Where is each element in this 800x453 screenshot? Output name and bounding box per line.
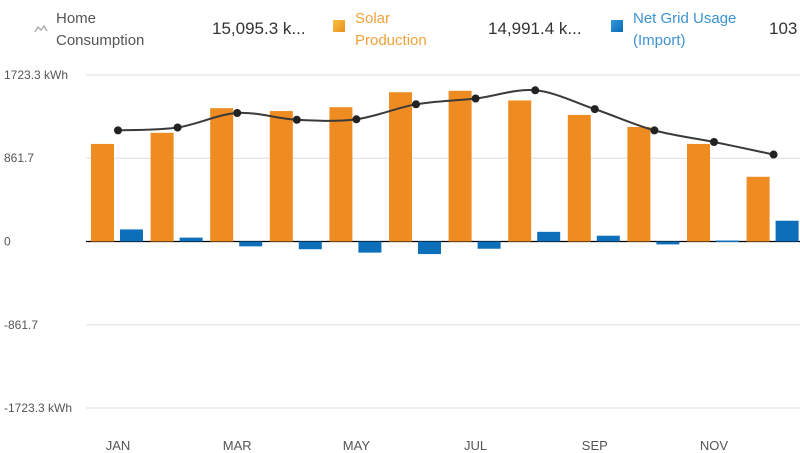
point-home-consumption	[233, 108, 242, 117]
bar-solar-production	[448, 90, 472, 242]
grid-swatch-icon	[611, 20, 623, 32]
bar-solar-production	[329, 107, 353, 242]
x-tick-label: SEP	[582, 438, 608, 453]
x-tick-label: MAY	[343, 438, 371, 453]
legend-label-solar-production: Solar Production	[355, 10, 427, 49]
bar-net-grid-usage	[775, 220, 799, 242]
bar-net-grid-usage	[239, 241, 263, 247]
y-tick-label: 1723.3 kWh	[4, 68, 68, 82]
point-home-consumption	[412, 100, 420, 109]
bar-net-grid-usage	[120, 229, 143, 242]
x-tick-label: NOV	[700, 438, 729, 453]
bar-solar-production	[269, 111, 293, 242]
bar-solar-production	[627, 127, 651, 242]
x-tick-label: JAN	[106, 438, 131, 453]
bar-net-grid-usage	[358, 241, 382, 253]
bar-net-grid-usage	[596, 235, 620, 242]
y-tick-label: -1723.3 kWh	[4, 401, 72, 415]
bar-solar-production	[508, 100, 532, 242]
legend-value-solar-production: 14,991.4 k...	[488, 19, 582, 38]
legend-item-home-consumption[interactable]: Home Consumption	[34, 8, 196, 52]
x-tick-label: MAR	[223, 438, 252, 453]
bar-solar-production	[91, 143, 114, 242]
solar-swatch-icon	[333, 20, 345, 32]
bar-solar-production	[746, 176, 770, 242]
y-tick-label: 0	[4, 235, 11, 249]
y-tick-label: 861.7	[4, 151, 34, 165]
x-tick-label: JUL	[464, 438, 487, 453]
bar-solar-production	[567, 114, 591, 242]
line-home-consumption	[117, 89, 774, 156]
bar-net-grid-usage	[179, 237, 203, 242]
bar-net-grid-usage	[477, 241, 501, 249]
bar-net-grid-usage	[716, 240, 739, 243]
point-home-consumption	[471, 94, 480, 103]
bar-solar-production	[389, 92, 412, 242]
line-series-icon	[34, 24, 48, 34]
bar-net-grid-usage	[298, 241, 322, 250]
point-home-consumption	[650, 126, 659, 135]
legend-item-solar-production[interactable]: Solar Production	[333, 8, 495, 52]
bar-solar-production	[210, 108, 234, 242]
point-home-consumption	[769, 150, 778, 159]
point-home-consumption	[710, 137, 718, 146]
legend-label-net-grid-usage: Net Grid Usage (Import)	[633, 10, 737, 49]
point-home-consumption	[590, 105, 599, 114]
legend-item-net-grid-usage[interactable]: Net Grid Usage (Import)	[611, 8, 773, 52]
y-tick-label: -861.7	[4, 318, 38, 332]
point-home-consumption	[531, 86, 540, 95]
bar-net-grid-usage	[537, 231, 561, 242]
point-home-consumption	[173, 123, 182, 132]
legend-value-home-consumption: 15,095.3 k...	[212, 19, 306, 38]
legend-label-home-consumption: Home Consumption	[56, 10, 145, 49]
bar-solar-production	[150, 132, 174, 242]
point-home-consumption	[114, 126, 122, 135]
legend: Home Consumption 15,095.3 k... Solar Pro…	[0, 0, 800, 60]
bar-solar-production	[687, 143, 710, 242]
bar-net-grid-usage	[418, 241, 441, 255]
point-home-consumption	[352, 115, 361, 124]
point-home-consumption	[292, 115, 301, 124]
legend-value-net-grid-usage: 103	[769, 19, 798, 38]
bar-net-grid-usage	[656, 241, 680, 245]
